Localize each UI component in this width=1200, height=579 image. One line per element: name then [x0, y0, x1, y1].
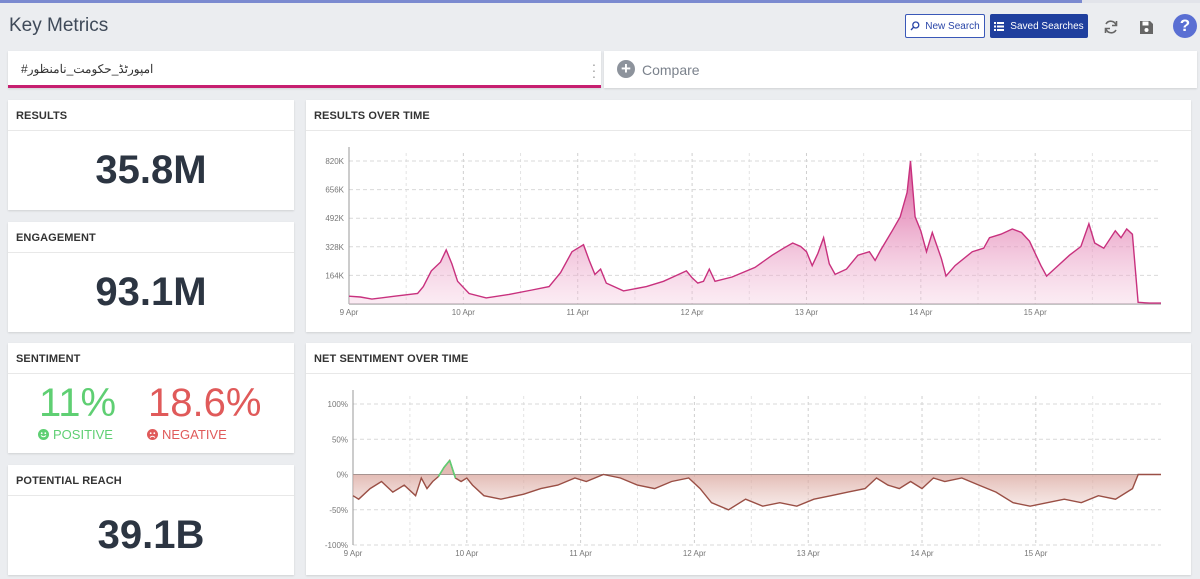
y-tick-label: 50%	[332, 435, 348, 444]
results-chart-title: RESULTS OVER TIME	[306, 100, 1191, 131]
series-line	[348, 160, 1161, 304]
y-tick-label: 656K	[325, 186, 344, 195]
engagement-card: ENGAGEMENT 93.1M	[8, 222, 294, 332]
potential-reach-card: POTENTIAL REACH 39.1B	[8, 465, 294, 575]
sentiment-card: SENTIMENT 11% POSITIVE 18.6% NEGATIVE	[8, 343, 294, 453]
negative-sentiment-legend: NEGATIVE	[147, 427, 227, 442]
y-tick-label: -50%	[329, 506, 348, 515]
x-tick-label: 15 Apr	[1024, 549, 1047, 558]
potential-reach-title: POTENTIAL REACH	[8, 465, 294, 496]
y-tick-label: 820K	[325, 157, 344, 166]
saved-searches-label: Saved Searches	[1010, 20, 1084, 32]
y-tick-label: 100%	[328, 400, 348, 409]
positive-sentiment-legend: POSITIVE	[38, 427, 113, 442]
potential-reach-value: 39.1B	[97, 513, 205, 557]
x-tick-label: 11 Apr	[569, 549, 592, 558]
refresh-button[interactable]	[1098, 14, 1124, 40]
x-tick-label: 14 Apr	[909, 308, 932, 317]
series-area	[353, 460, 1161, 510]
results-over-time-card: RESULTS OVER TIME 164K 328K 492K 656K 820K 9 …	[306, 100, 1191, 332]
results-title: RESULTS	[8, 100, 294, 131]
list-icon	[994, 21, 1005, 31]
new-search-button[interactable]: New Search	[905, 14, 985, 38]
y-tick-label: 164K	[325, 271, 344, 280]
y-tick-label: 328K	[325, 243, 344, 252]
plus-circle-icon: +	[617, 60, 635, 78]
x-tick-label: 12 Apr	[683, 549, 706, 558]
x-tick-label: 15 Apr	[1024, 308, 1047, 317]
frown-icon	[147, 429, 158, 440]
sentiment-title: SENTIMENT	[8, 343, 294, 374]
page-title: Key Metrics	[9, 15, 109, 36]
x-tick-label: 10 Apr	[455, 549, 478, 558]
loading-bar	[0, 0, 1082, 3]
negative-sentiment-label: NEGATIVE	[162, 427, 227, 442]
saved-searches-button[interactable]: Saved Searches	[990, 14, 1088, 38]
y-tick-label: -100%	[325, 541, 348, 550]
more-options-icon[interactable]: · · ·	[591, 56, 597, 84]
positive-sentiment-value: 11%	[39, 381, 117, 425]
search-query-box[interactable]: #امپورٹڈ_حکومت_نامنظور · · ·	[8, 51, 601, 88]
search-query-text: #امپورٹڈ_حکومت_نامنظور	[21, 62, 154, 76]
net-sentiment-over-time-card: NET SENTIMENT OVER TIME -100% -50% 0% 50% 10…	[306, 343, 1191, 575]
x-tick-label: 9 Apr	[340, 308, 359, 317]
results-card: RESULTS 35.8M	[8, 100, 294, 210]
compare-button[interactable]: + Compare	[604, 51, 1197, 88]
engagement-title: ENGAGEMENT	[8, 222, 294, 253]
y-tick-label: 492K	[325, 214, 344, 223]
results-over-time-chart: 164K 328K 492K 656K 820K 9 Apr 10 Apr 11 Apr 12 …	[325, 147, 1161, 317]
save-button[interactable]	[1133, 14, 1159, 40]
x-tick-label: 13 Apr	[795, 308, 818, 317]
x-tick-label: 10 Apr	[452, 308, 475, 317]
search-icon	[910, 21, 920, 31]
positive-sentiment-label: POSITIVE	[53, 427, 113, 442]
sentiment-chart-title: NET SENTIMENT OVER TIME	[306, 343, 1191, 374]
x-tick-label: 11 Apr	[566, 308, 589, 317]
series-area	[349, 161, 1161, 304]
y-tick-label: 0%	[336, 471, 348, 480]
compare-label: Compare	[642, 62, 700, 78]
loading-track	[0, 0, 1200, 3]
net-sentiment-over-time-chart: -100% -50% 0% 50% 100% 9 Apr 10 Apr 11 Apr 12 Ap…	[325, 390, 1161, 558]
refresh-icon	[1104, 20, 1118, 34]
positive-series-line	[437, 459, 457, 479]
x-tick-label: 9 Apr	[344, 549, 363, 558]
negative-sentiment-value: 18.6%	[148, 381, 262, 425]
floppy-disk-icon	[1139, 20, 1153, 34]
engagement-value: 93.1M	[95, 270, 207, 314]
x-tick-label: 14 Apr	[910, 549, 933, 558]
x-tick-label: 12 Apr	[681, 308, 704, 317]
x-tick-label: 13 Apr	[797, 549, 820, 558]
smile-icon	[38, 429, 49, 440]
help-button[interactable]: ?	[1173, 14, 1197, 38]
new-search-label: New Search	[925, 20, 980, 32]
results-value: 35.8M	[95, 148, 207, 192]
